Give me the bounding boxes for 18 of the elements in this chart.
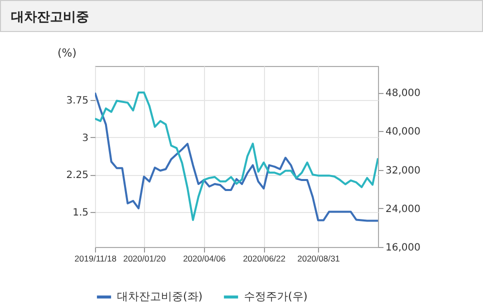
y-tick-label: 3: [82, 132, 88, 144]
legend-label: 수정주가(우): [244, 290, 308, 303]
y2-tick-label: 40,000: [386, 126, 420, 138]
x-tick-label: 2020/08/31: [297, 254, 340, 264]
y2-tick-label: 24,000: [386, 204, 420, 215]
y-axis-title: (%): [58, 46, 77, 60]
x-tick-label: 2019/11/18: [74, 254, 117, 264]
y-tick-label: 3.75: [66, 96, 88, 107]
y2-tick-label: 32,000: [386, 165, 420, 176]
x-tick-label: 2020/04/06: [183, 254, 226, 264]
y2-tick-label: 48,000: [386, 88, 420, 100]
x-tick-label: 2020/01/20: [123, 254, 166, 264]
y2-tick-label: 16,000: [386, 242, 420, 254]
y-tick-label: 1.5: [72, 207, 88, 218]
legend-label: 대차잔고비중(좌): [117, 290, 203, 303]
x-tick-label: 2020/06/22: [242, 254, 286, 264]
y-tick-label: 2.25: [66, 170, 88, 182]
chart-title: 대차잔고비중: [0, 0, 483, 32]
